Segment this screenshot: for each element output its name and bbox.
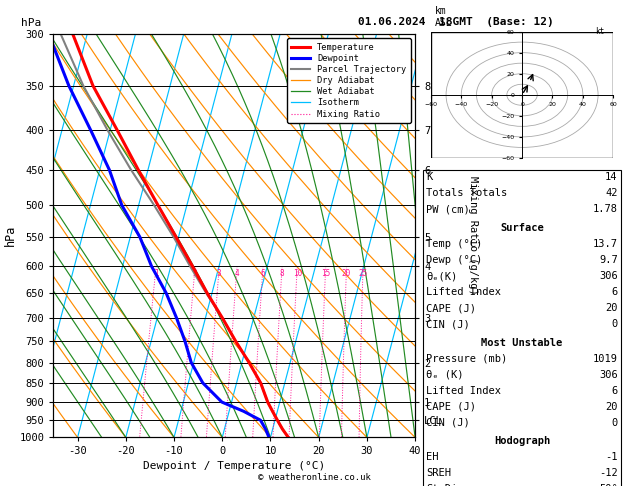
- Bar: [431, 32, 613, 158]
- Text: Surface: Surface: [500, 223, 544, 233]
- Text: StmDir: StmDir: [426, 485, 464, 486]
- Text: 3: 3: [217, 269, 221, 278]
- Text: CAPE (J): CAPE (J): [426, 303, 476, 313]
- Text: 20: 20: [605, 402, 618, 412]
- Text: 0: 0: [611, 418, 618, 428]
- Text: EH: EH: [426, 452, 439, 462]
- Text: PW (cm): PW (cm): [426, 205, 470, 214]
- Text: CIN (J): CIN (J): [426, 319, 470, 329]
- Y-axis label: Mixing Ratio (g/kg): Mixing Ratio (g/kg): [468, 176, 478, 295]
- Text: 13.7: 13.7: [593, 239, 618, 249]
- Text: 9.7: 9.7: [599, 255, 618, 265]
- Text: 20: 20: [342, 269, 351, 278]
- Text: 6: 6: [260, 269, 265, 278]
- Text: 01.06.2024  18GMT  (Base: 12): 01.06.2024 18GMT (Base: 12): [358, 17, 554, 27]
- Text: Lifted Index: Lifted Index: [426, 386, 501, 396]
- Text: θₑ (K): θₑ (K): [426, 370, 464, 380]
- Text: K: K: [426, 173, 433, 182]
- Text: 4: 4: [235, 269, 240, 278]
- Legend: Temperature, Dewpoint, Parcel Trajectory, Dry Adiabat, Wet Adiabat, Isotherm, Mi: Temperature, Dewpoint, Parcel Trajectory…: [287, 38, 411, 123]
- Text: 8: 8: [280, 269, 284, 278]
- Text: 1.78: 1.78: [593, 205, 618, 214]
- Text: Lifted Index: Lifted Index: [426, 287, 501, 297]
- Text: 6: 6: [611, 287, 618, 297]
- Text: 306: 306: [599, 370, 618, 380]
- Text: hPa: hPa: [21, 18, 41, 28]
- Text: 6: 6: [611, 386, 618, 396]
- Text: 14: 14: [605, 173, 618, 182]
- Text: θₑ(K): θₑ(K): [426, 271, 458, 281]
- Text: 15: 15: [321, 269, 330, 278]
- Text: 10: 10: [292, 269, 302, 278]
- Text: km
ASL: km ASL: [435, 6, 453, 28]
- Text: SREH: SREH: [426, 469, 452, 478]
- Text: kt: kt: [595, 27, 604, 35]
- Text: 20: 20: [605, 303, 618, 313]
- Text: Most Unstable: Most Unstable: [481, 338, 563, 347]
- Text: Temp (°C): Temp (°C): [426, 239, 482, 249]
- X-axis label: Dewpoint / Temperature (°C): Dewpoint / Temperature (°C): [143, 461, 325, 470]
- Text: 1: 1: [153, 269, 159, 278]
- Text: Pressure (mb): Pressure (mb): [426, 354, 508, 364]
- Text: 1019: 1019: [593, 354, 618, 364]
- Text: 0: 0: [611, 319, 618, 329]
- Text: 42: 42: [605, 189, 618, 198]
- Text: 2: 2: [193, 269, 198, 278]
- Text: -1: -1: [605, 452, 618, 462]
- Text: Hodograph: Hodograph: [494, 436, 550, 446]
- Text: Totals Totals: Totals Totals: [426, 189, 508, 198]
- Y-axis label: hPa: hPa: [4, 225, 16, 246]
- Text: CAPE (J): CAPE (J): [426, 402, 476, 412]
- Text: © weatheronline.co.uk: © weatheronline.co.uk: [258, 473, 371, 482]
- Text: 306: 306: [599, 271, 618, 281]
- Text: Dewp (°C): Dewp (°C): [426, 255, 482, 265]
- Text: 50°: 50°: [599, 485, 618, 486]
- Text: 25: 25: [359, 269, 368, 278]
- Text: CIN (J): CIN (J): [426, 418, 470, 428]
- Text: -12: -12: [599, 469, 618, 478]
